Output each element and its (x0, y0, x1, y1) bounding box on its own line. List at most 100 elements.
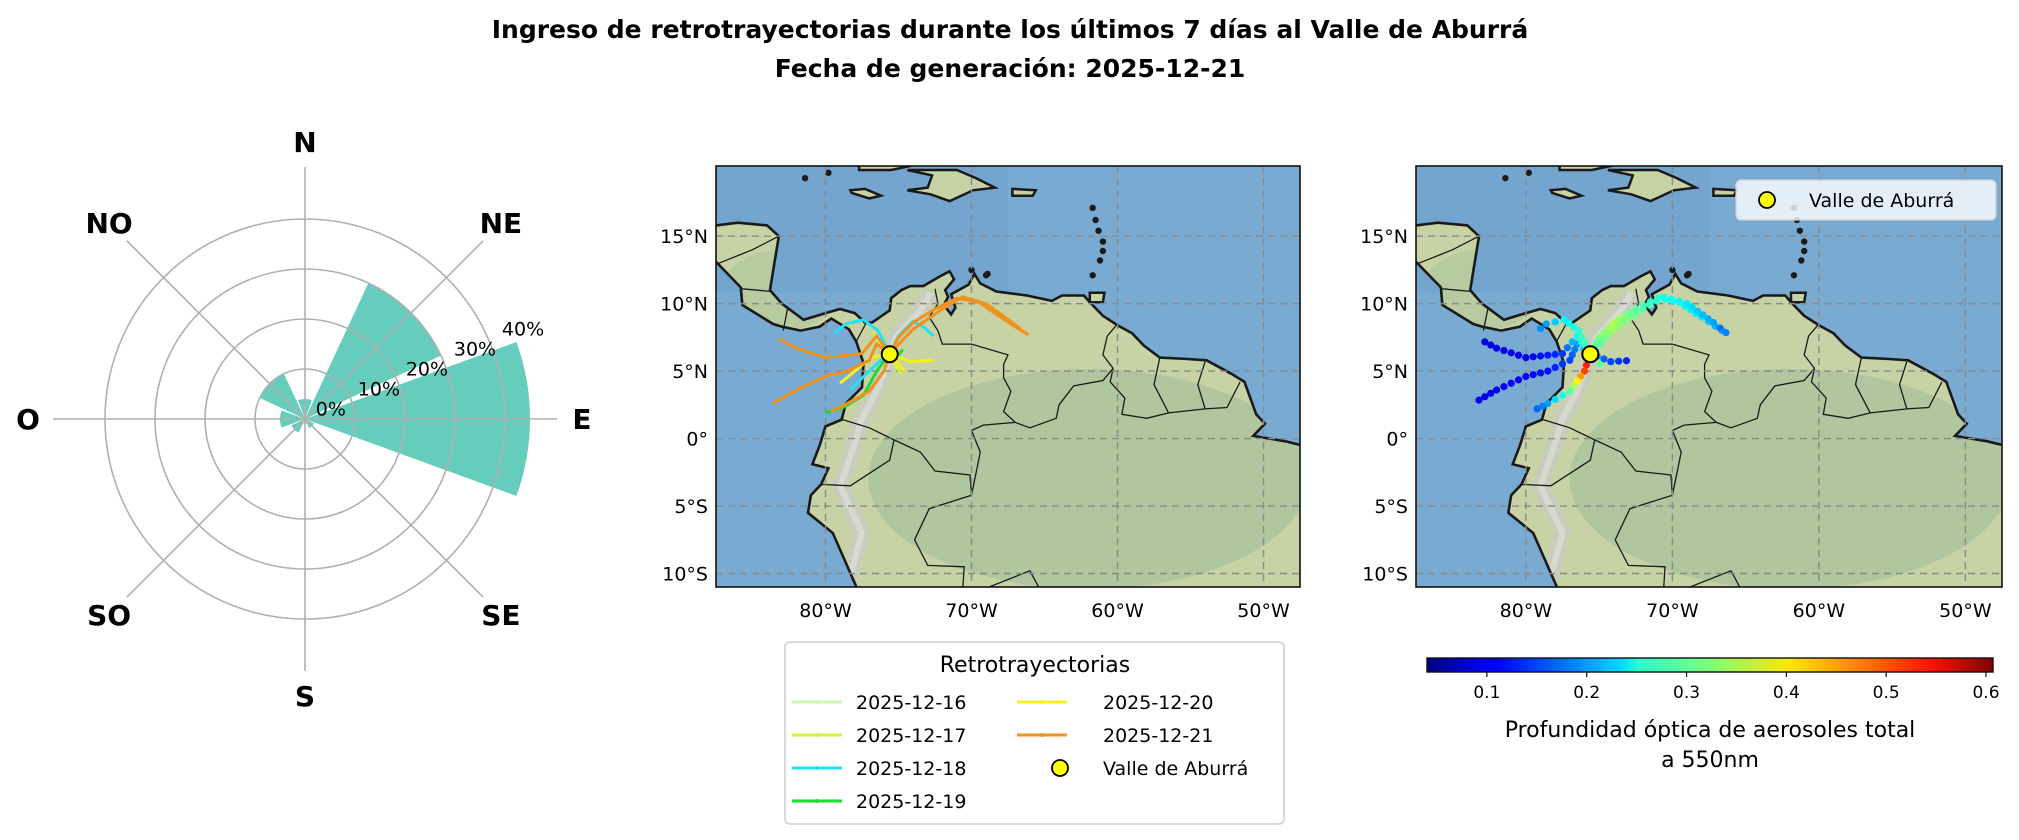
legend-point-2025-12-20 (1040, 700, 1044, 704)
aod-point (1580, 338, 1589, 346)
aod-point (1487, 341, 1495, 349)
aod-point (1522, 372, 1530, 381)
aod-point (1481, 393, 1489, 401)
aod-point (1693, 307, 1702, 315)
rose-direction-label-NE: NE (480, 207, 523, 240)
rose-grid-spoke (304, 418, 484, 598)
amazon-region (868, 369, 1300, 587)
trajectory-2025-12-21 (888, 295, 1027, 355)
aod-point (1627, 313, 1635, 321)
aod-point (1610, 318, 1618, 327)
legend-label-2025-12-20: 2025-12-20 (1103, 692, 1213, 714)
aod-colorbar: 0.1 0.2 0.3 0.4 0.5 0.6 Profundidad óptica de … (1426, 657, 2000, 773)
small-island (968, 266, 975, 274)
rose-direction-label-O: O (16, 403, 40, 436)
legend-label-2025-12-18: 2025-12-18 (856, 758, 966, 780)
country-border (1418, 235, 1480, 264)
legend-point-2025-12-21 (1040, 733, 1044, 737)
small-island (1798, 257, 1805, 264)
aod-point (1633, 309, 1641, 317)
aod-point (1507, 349, 1515, 357)
aod-point (1475, 396, 1483, 404)
small-island (1099, 238, 1107, 245)
aod-point (1596, 340, 1604, 348)
country-border (821, 419, 895, 487)
rose-grid-spoke (126, 240, 306, 420)
figure-title-line1: Ingreso de retrotrayectorias durante los… (492, 15, 1529, 44)
andes-ridge (836, 291, 934, 587)
country-border (742, 288, 772, 293)
aod-point (1573, 377, 1581, 385)
small-island (1796, 227, 1804, 234)
island (848, 187, 886, 200)
legend-label-2025-12-16: 2025-12-16 (856, 692, 966, 714)
trajectory-2025-12-21 (830, 353, 892, 413)
y-tick-label: 5°S (1374, 496, 1408, 518)
country-border (928, 288, 1016, 423)
aod-point (1582, 361, 1591, 369)
aod-point (1492, 386, 1501, 394)
country-border (1898, 361, 1908, 410)
legend-label-valle: Valle de Aburrá (1103, 758, 1248, 780)
small-island (1099, 247, 1107, 255)
island (907, 168, 1000, 203)
aod-point (1507, 379, 1515, 387)
aod-point (1558, 349, 1567, 358)
small-island (1095, 227, 1102, 234)
aod-point (1538, 402, 1547, 410)
aod-point (1487, 389, 1495, 397)
aod-point (1605, 330, 1613, 338)
country-border (1102, 323, 1118, 369)
map2-legend-label: Valle de Aburrá (1809, 190, 1954, 212)
aod-point (1551, 318, 1559, 326)
aod-point (1571, 345, 1579, 354)
aod-point (1568, 338, 1576, 346)
aod-point (1566, 387, 1574, 395)
island (1607, 168, 1701, 203)
colorbar-tick-label: 0.2 (1573, 683, 1600, 703)
country-border (1197, 361, 1206, 410)
aod-point (1542, 320, 1550, 328)
y-tick-label: 0° (1386, 429, 1408, 451)
aod-point (1514, 376, 1523, 384)
island (1712, 187, 1739, 197)
trajectory-2025-12-18 (833, 318, 892, 355)
x-tick-label: 70°W (1646, 600, 1699, 622)
aod-point (1536, 324, 1545, 333)
legend-marker-valle (1051, 759, 1069, 777)
aod-point (1492, 344, 1501, 352)
small-island (1089, 272, 1096, 279)
small-island (1092, 216, 1099, 224)
aod-point (1514, 351, 1523, 359)
aod-point (1577, 372, 1585, 380)
rose-radial-tick-label: 10% (358, 378, 400, 400)
aod-point (1568, 351, 1576, 359)
legend-label-2025-12-19: 2025-12-19 (856, 791, 966, 813)
small-island (1683, 272, 1691, 279)
legend-label-2025-12-21: 2025-12-21 (1103, 725, 1213, 747)
country-border (1803, 323, 1820, 369)
aod-point (1653, 297, 1661, 305)
aod-point (1544, 351, 1552, 359)
rose-radial-tick-label: 0% (316, 398, 346, 420)
colorbar-label-line1: Profundidad óptica de aerosoles total (1505, 718, 1916, 743)
amazon-region (1569, 369, 2002, 587)
map-content (716, 166, 1300, 587)
valle-de-aburra-marker (880, 345, 899, 364)
aod-point (1621, 312, 1629, 320)
small-island (825, 169, 832, 176)
y-tick-label: 15°N (1360, 226, 1408, 248)
small-island (1502, 174, 1509, 182)
small-island (1669, 266, 1676, 274)
aod-point (1569, 382, 1578, 390)
trajectory-map: 80°W 70°W 60°W 50°W 15°N 10°N 5°N 0° 5°S 10°S (660, 165, 1301, 622)
aod-point (1500, 346, 1508, 355)
aod-point (1616, 321, 1624, 329)
aod-point (1560, 316, 1568, 324)
small-island (1790, 272, 1798, 279)
aod-point (1607, 358, 1615, 366)
country-border (1854, 357, 1871, 414)
figure-title-line2: Fecha de generación: 2025-12-21 (775, 54, 1246, 83)
wind-rose: 0% 10% 20% 30% 40% N NE E SE S SO O NO (16, 126, 591, 713)
country-border (1442, 288, 1472, 293)
